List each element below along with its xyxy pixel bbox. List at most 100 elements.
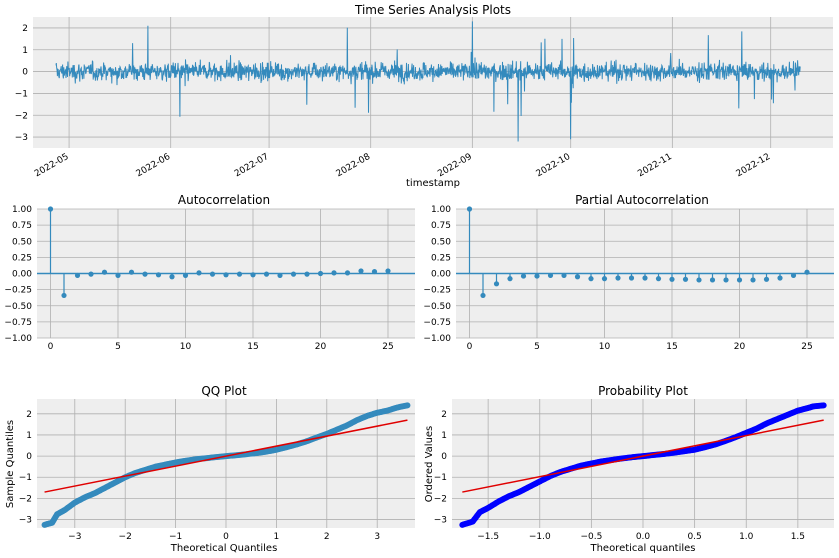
stem-marker	[331, 270, 337, 276]
x-tick-label: 3	[374, 532, 380, 542]
autocorrelation-title: Autocorrelation	[178, 193, 270, 207]
x-tick-label: 1.0	[739, 532, 754, 542]
x-tick-label: −0.5	[580, 532, 602, 542]
stem-marker	[520, 273, 527, 279]
x-tick-label: 20	[315, 342, 327, 352]
x-tick-label: 0.5	[687, 532, 701, 542]
y-tick-label: 0.25	[12, 253, 32, 263]
y-tick-label: 1	[441, 431, 447, 441]
x-tick-label: 10	[180, 342, 192, 352]
y-tick-label: −1.00	[423, 334, 451, 344]
y-tick-label: −0.75	[4, 318, 32, 328]
partial-autocorrelation-stems	[456, 206, 834, 299]
y-tick-label: 0.25	[431, 253, 451, 263]
y-tick-label: 2	[26, 410, 32, 420]
stem-marker	[223, 272, 229, 278]
x-tick-label: 15	[666, 342, 677, 352]
time-series-xlabel: timestamp	[406, 178, 460, 189]
stem-marker	[236, 271, 243, 277]
y-tick-label: −1.00	[4, 334, 32, 344]
y-tick-label: −2	[434, 494, 447, 504]
stem-marker	[317, 270, 324, 277]
stem-marker	[101, 269, 108, 275]
time-series-plot-area	[33, 17, 833, 148]
y-tick-label: −3	[434, 516, 447, 526]
y-tick-label: 0.75	[12, 221, 32, 231]
y-tick-label: −0.75	[423, 318, 451, 328]
x-tick-label: −2	[119, 532, 132, 542]
autocorrelation-panel: Autocorrelation 1.00 0.75 0.50 0.25 0.00 −0.2…	[4, 193, 415, 352]
data-point	[820, 402, 827, 409]
autocorrelation-ticks: 1.00 0.75 0.50 0.25 0.00 −0.25 −0.50 −0.75 −1.00…	[4, 205, 393, 352]
x-tick-label: 1	[274, 532, 280, 542]
x-tick-label: 0.0	[636, 532, 651, 542]
stem-marker	[669, 276, 675, 282]
y-tick-label: −2	[19, 494, 32, 504]
qq-plot-title: QQ Plot	[201, 384, 247, 398]
qq-plot-ticks: 2 1 0 −1 −2 −3 −3 −2 −1 0 1 2 3	[19, 410, 380, 542]
stem-marker	[142, 271, 148, 277]
y-tick-label: −0.50	[423, 302, 451, 312]
stem-marker	[290, 271, 297, 277]
x-tick-label: −1	[169, 532, 182, 542]
stem-marker	[507, 276, 513, 282]
y-tick-label: 2	[22, 24, 28, 34]
stem-marker	[777, 275, 783, 281]
partial-autocorrelation-title: Partial Autocorrelation	[575, 193, 709, 207]
stem-marker	[601, 276, 608, 282]
stem-marker	[642, 275, 648, 281]
stem-marker	[47, 206, 54, 212]
stem-marker	[74, 272, 81, 279]
stem-marker	[493, 281, 500, 287]
stem-marker	[263, 271, 270, 277]
y-tick-label: −1	[15, 89, 28, 99]
stem-marker	[790, 272, 797, 279]
y-tick-label: −0.25	[4, 286, 32, 296]
y-tick-label: 1	[26, 431, 32, 441]
x-tick-label: −1.0	[529, 532, 551, 542]
y-tick-label: 0	[26, 452, 32, 462]
x-tick-label: 15	[247, 342, 258, 352]
y-tick-label: 0.50	[12, 237, 32, 247]
stem-marker	[561, 272, 567, 279]
stem-marker	[466, 206, 473, 212]
data-point	[404, 402, 411, 409]
probability-plot-xlabel: Theoretical quantiles	[589, 543, 695, 554]
stem-marker	[480, 292, 486, 299]
probability-plot-ylabel: Ordered Values	[424, 426, 435, 503]
x-tick-label: 0	[467, 342, 473, 352]
time-series-line	[55, 21, 801, 142]
stem-marker	[209, 271, 216, 277]
x-tick-label: −3	[68, 532, 81, 542]
stem-marker	[61, 292, 67, 299]
stem-marker	[371, 268, 378, 275]
y-tick-label: −2	[15, 111, 28, 121]
probability-plot-points	[459, 402, 827, 528]
y-tick-label: −1	[434, 473, 447, 483]
stem-marker	[736, 277, 743, 283]
y-tick-label: 2	[441, 410, 447, 420]
stem-marker	[574, 274, 581, 280]
x-tick-label: 5	[115, 342, 121, 352]
probability-plot-title: Probability Plot	[598, 384, 688, 398]
stem-marker	[196, 270, 202, 276]
stem-marker	[723, 277, 729, 283]
partial-autocorrelation-panel: Partial Autocorrelation 1.00 0.75 0.50 0.25…	[423, 193, 834, 352]
y-tick-label: 0.00	[12, 270, 32, 280]
stem-marker	[750, 277, 756, 283]
qq-plot-fit-line	[44, 419, 408, 493]
stem-marker	[547, 272, 554, 279]
y-tick-label: 0.00	[431, 270, 451, 280]
stem-marker	[277, 272, 283, 279]
y-tick-label: 0	[22, 68, 28, 78]
qq-plot-xlabel: Theoretical Quantiles	[170, 543, 278, 554]
stem-marker	[250, 272, 256, 278]
stem-marker	[709, 277, 716, 283]
y-tick-label: −1	[19, 473, 32, 483]
stem-marker	[169, 274, 175, 280]
qq-plot-panel: QQ Plot 2 1 0 −1 −2 −3 −3 −2 −1 0 1 2 3 Theoretical …	[5, 384, 415, 554]
probability-plot-ticks: 2 1 0 −1 −2 −3 −1.5 −1.0 −0.5 0.0 0.5 1.0 1.5	[434, 410, 805, 542]
stem-marker	[588, 276, 594, 282]
stem-marker	[655, 276, 662, 282]
